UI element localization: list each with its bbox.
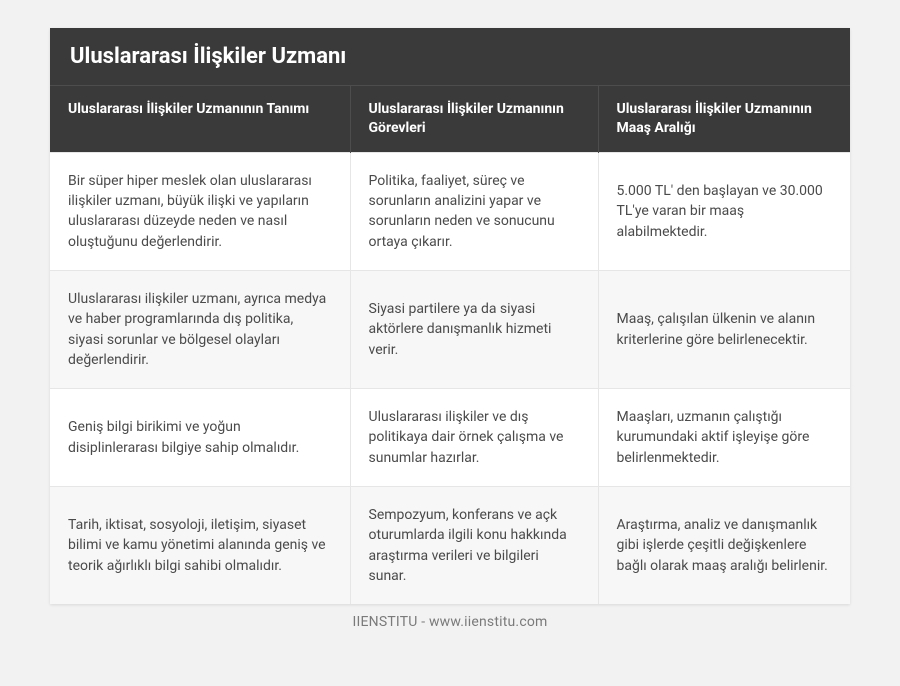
table-cell: Sempozyum, konferans ve açk oturumlarda … (350, 487, 598, 605)
info-card: Uluslararası İlişkiler Uzmanı Uluslarara… (50, 28, 850, 604)
table-cell: 5.000 TL' den başlayan ve 30.000 TL'ye v… (598, 152, 850, 270)
column-header: Uluslararası İlişkiler Uzmanının Tanımı (50, 86, 350, 152)
table-cell: Uluslararası ilişkiler uzmanı, ayrıca me… (50, 270, 350, 388)
column-header: Uluslararası İlişkiler Uzmanının Görevle… (350, 86, 598, 152)
table-row: Tarih, iktisat, sosyoloji, iletişim, siy… (50, 487, 850, 605)
table-cell: Siyasi partilere ya da siyasi aktörlere … (350, 270, 598, 388)
table-cell: Bir süper hiper meslek olan uluslararası… (50, 152, 350, 270)
table-cell: Maaş, çalışılan ülkenin ve alanın kriter… (598, 270, 850, 388)
table-row: Uluslararası ilişkiler uzmanı, ayrıca me… (50, 270, 850, 388)
profession-table: Uluslararası İlişkiler Uzmanının Tanımı … (50, 86, 850, 604)
table-cell: Uluslararası ilişkiler ve dış politikaya… (350, 389, 598, 487)
table-cell: Politika, faaliyet, süreç ve sorunların … (350, 152, 598, 270)
table-row: Bir süper hiper meslek olan uluslararası… (50, 152, 850, 270)
footer-text: IIENSTITU - www.iienstitu.com (50, 604, 850, 630)
table-cell: Maaşları, uzmanın çalıştığı kurumundaki … (598, 389, 850, 487)
table-cell: Araştırma, analiz ve danışmanlık gibi iş… (598, 487, 850, 605)
table-row: Geniş bilgi birikimi ve yoğun disiplinle… (50, 389, 850, 487)
column-header: Uluslararası İlişkiler Uzmanının Maaş Ar… (598, 86, 850, 152)
table-cell: Geniş bilgi birikimi ve yoğun disiplinle… (50, 389, 350, 487)
card-title: Uluslararası İlişkiler Uzmanı (50, 28, 850, 86)
table-header-row: Uluslararası İlişkiler Uzmanının Tanımı … (50, 86, 850, 152)
table-cell: Tarih, iktisat, sosyoloji, iletişim, siy… (50, 487, 350, 605)
